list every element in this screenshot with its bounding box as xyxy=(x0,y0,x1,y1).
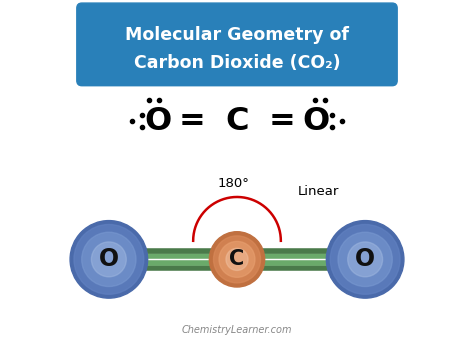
Circle shape xyxy=(70,221,147,298)
Circle shape xyxy=(219,241,255,277)
Circle shape xyxy=(338,232,392,287)
Text: =: = xyxy=(179,106,206,137)
Circle shape xyxy=(348,242,383,277)
Circle shape xyxy=(91,242,126,277)
FancyBboxPatch shape xyxy=(77,3,397,86)
Text: Molecular Geometry of: Molecular Geometry of xyxy=(125,26,349,44)
Text: Linear: Linear xyxy=(298,185,339,199)
Text: 180°: 180° xyxy=(218,177,250,190)
Text: ChemistryLearner.com: ChemistryLearner.com xyxy=(182,325,292,335)
Circle shape xyxy=(82,232,136,287)
Text: =: = xyxy=(268,106,295,137)
Text: O: O xyxy=(144,106,172,137)
Text: O: O xyxy=(302,106,330,137)
Text: Carbon Dioxide (CO₂): Carbon Dioxide (CO₂) xyxy=(134,54,340,72)
Circle shape xyxy=(330,224,400,294)
Text: O: O xyxy=(355,248,375,271)
Circle shape xyxy=(74,224,144,294)
Circle shape xyxy=(213,236,261,283)
Text: O: O xyxy=(99,248,119,271)
Circle shape xyxy=(327,221,404,298)
Circle shape xyxy=(210,232,264,287)
Text: C: C xyxy=(229,249,245,269)
Text: C: C xyxy=(225,106,249,137)
Circle shape xyxy=(226,248,248,270)
